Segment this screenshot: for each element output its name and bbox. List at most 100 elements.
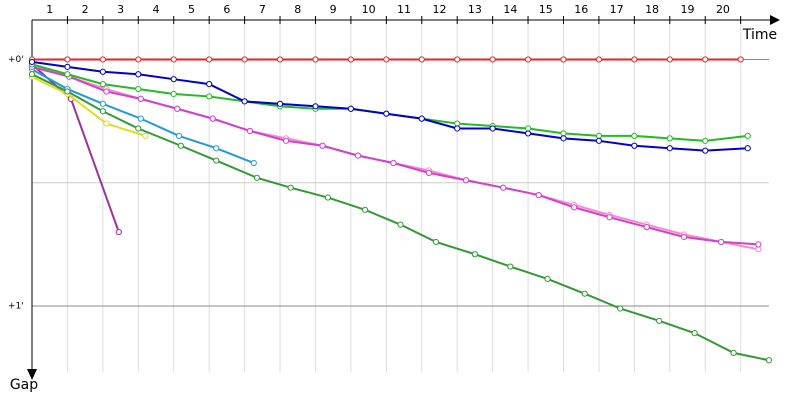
point [524,56,532,63]
point [581,290,588,297]
point [595,132,603,139]
point [137,115,144,122]
point [489,125,496,132]
point [170,56,177,63]
point [571,204,578,211]
point [390,159,397,167]
point [718,238,725,246]
point [103,88,110,95]
point [99,68,106,75]
point [206,81,213,88]
x-tick-label: 3 [117,3,124,16]
point [454,125,461,132]
x-tick-label: 12 [432,3,446,16]
x-tick-label: 11 [397,3,411,16]
point [137,95,144,103]
point [454,56,461,63]
point [462,177,470,184]
y-axis-arrow [27,369,37,380]
point [64,63,71,70]
point [702,56,709,63]
point [755,241,762,248]
point [666,56,673,63]
point [361,206,369,213]
point [383,110,390,117]
series-line [31,68,255,164]
series-line [31,75,146,137]
point [174,105,181,112]
point [99,81,106,88]
y-axis-title: Gap [10,377,38,393]
point [755,246,762,253]
point [347,56,354,63]
point [524,125,532,132]
point [246,127,254,135]
point [103,120,110,127]
point [544,275,551,283]
point [312,103,319,110]
point [206,56,213,63]
point [606,214,613,221]
point [507,263,514,270]
point [383,56,390,63]
point [170,76,177,83]
point [730,349,737,356]
point [631,132,638,139]
point [209,115,216,122]
point [135,71,142,78]
point [631,142,638,149]
point [500,184,507,191]
x-axis-title: Time [742,27,777,43]
point [765,357,773,364]
point [744,132,751,139]
x-tick-label: 17 [610,3,624,16]
point [319,142,326,149]
x-tick-label: 10 [362,3,376,16]
x-tick-label: 2 [82,3,89,16]
x-tick-label: 15 [539,3,553,16]
x-tick-label: 9 [330,3,337,16]
point [666,145,673,152]
point [135,85,142,93]
x-tick-label: 4 [153,3,160,16]
point [241,98,248,105]
point [312,56,319,63]
point [418,56,425,63]
point [324,194,331,201]
point [471,251,479,258]
point [282,137,290,144]
point [744,145,751,152]
x-tick-label: 13 [468,3,482,16]
point [135,56,142,63]
x-tick-label: 1 [46,3,53,16]
point [595,56,603,63]
point [177,142,184,149]
point [702,137,709,144]
x-tick-label: 14 [503,3,517,16]
point [524,130,532,137]
point [560,130,567,137]
point [213,145,220,152]
point [560,135,567,142]
point [170,90,177,98]
point [64,56,71,63]
point [175,132,183,139]
x-tick-label: 8 [294,3,301,16]
x-tick-label: 7 [259,3,266,16]
point [418,115,425,122]
x-tick-label: 19 [681,3,695,16]
point [680,233,688,241]
point [397,221,404,228]
point [28,58,36,66]
point [276,100,284,107]
point [454,120,461,127]
x-tick-label: 6 [223,3,230,16]
point [432,238,440,246]
point [617,305,624,312]
point [702,147,709,154]
point [28,71,36,78]
point [425,169,432,176]
x-tick-label: 5 [188,3,195,16]
point [560,56,567,63]
